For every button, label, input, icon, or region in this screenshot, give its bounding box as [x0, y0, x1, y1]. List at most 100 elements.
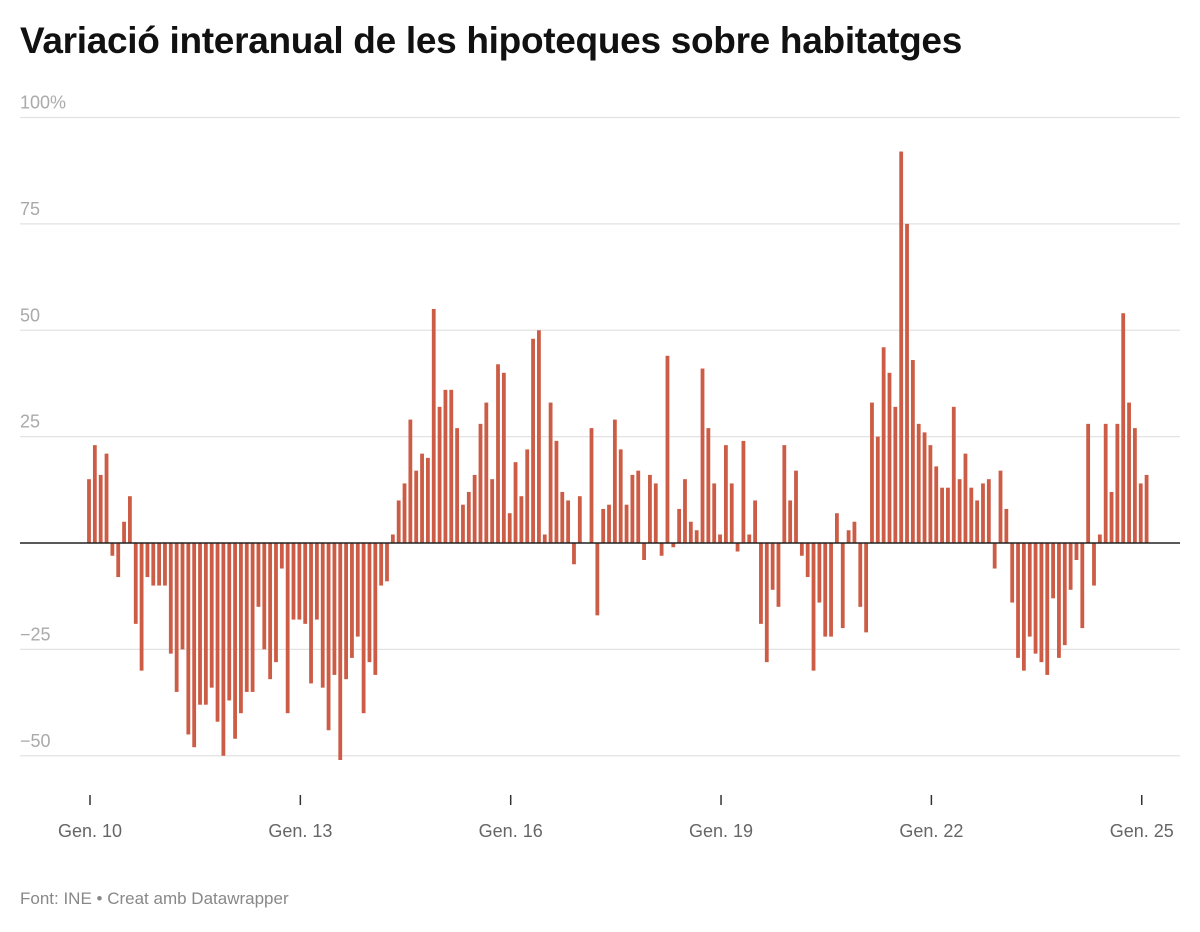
bar [992, 543, 997, 569]
bar [741, 440, 746, 543]
bar [402, 483, 407, 543]
bar [852, 521, 857, 543]
bar [916, 423, 921, 543]
bar [239, 543, 243, 714]
bar [1092, 543, 1096, 586]
bar [706, 428, 711, 543]
bar [805, 543, 810, 578]
bar [688, 521, 693, 543]
bar [1080, 543, 1085, 629]
bar [887, 372, 892, 543]
bar [630, 474, 635, 543]
bar [1074, 543, 1079, 561]
bar [905, 223, 909, 543]
bar [829, 543, 833, 637]
bar [577, 496, 582, 543]
y-tick-label: −25 [20, 624, 51, 644]
x-tick-label: Gen. 16 [479, 821, 543, 841]
bar [566, 500, 571, 543]
bar [361, 543, 366, 714]
bar [385, 543, 389, 582]
bar [934, 466, 939, 543]
bar [379, 543, 384, 586]
bar [519, 496, 524, 543]
bar [332, 543, 337, 675]
bar [203, 543, 208, 705]
bar [735, 543, 740, 552]
bar [840, 543, 845, 629]
bar [168, 543, 173, 654]
bar [671, 543, 676, 548]
y-tick-label: 50 [20, 305, 40, 325]
bar [151, 543, 156, 586]
bar [186, 543, 191, 735]
bar [145, 543, 150, 578]
y-tick-label: 75 [20, 199, 40, 219]
bar [601, 508, 606, 543]
bar [946, 487, 950, 543]
bar [1121, 313, 1126, 543]
bar [291, 543, 296, 620]
bars [87, 151, 1149, 761]
bar [466, 491, 471, 543]
bar [870, 402, 874, 543]
bar [1068, 543, 1073, 590]
bar [326, 543, 331, 731]
x-tick-label: Gen. 19 [689, 821, 753, 841]
bar [209, 543, 214, 688]
x-tick-label: Gen. 13 [268, 821, 332, 841]
bar [986, 479, 991, 543]
bar [875, 436, 880, 543]
bar [461, 504, 465, 543]
bar [846, 530, 851, 543]
bar [390, 534, 395, 543]
bar [414, 470, 419, 543]
bar [718, 534, 722, 543]
bar [507, 513, 512, 543]
bar [1115, 423, 1120, 543]
bar [139, 543, 144, 671]
bar [87, 479, 91, 543]
bar [542, 534, 547, 543]
bar [490, 479, 495, 543]
bar [320, 543, 325, 688]
bar [607, 504, 611, 543]
x-axis: Gen. 10 Gen. 13 Gen. 16 Gen. 19 Gen. 22 Gen. … [58, 795, 1174, 841]
bar [782, 445, 787, 543]
bar [864, 543, 869, 633]
y-tick-label: 100% [20, 93, 66, 113]
bar [642, 543, 646, 561]
bar [484, 402, 489, 543]
bar [794, 470, 798, 543]
bar [472, 474, 477, 543]
bar [963, 453, 968, 543]
bar [396, 500, 401, 543]
bar [262, 543, 267, 650]
bar [116, 543, 121, 578]
bar [215, 543, 220, 722]
bar [408, 419, 413, 543]
bar [279, 543, 284, 569]
bar [548, 402, 553, 543]
bar [981, 483, 985, 543]
bar [163, 543, 167, 586]
bar [1033, 543, 1038, 654]
bar [1062, 543, 1067, 646]
bar [1132, 428, 1137, 543]
bar [940, 487, 944, 543]
bar [367, 543, 372, 663]
bar [776, 543, 781, 607]
bar [1103, 423, 1108, 543]
bar [747, 534, 752, 543]
bar [437, 406, 442, 543]
bar [1010, 543, 1015, 603]
bar [759, 543, 763, 624]
bar [1057, 543, 1061, 658]
bar [303, 543, 308, 624]
bar [712, 483, 717, 543]
bar [297, 543, 302, 620]
bar [612, 419, 617, 543]
y-tick-label: −50 [20, 731, 51, 751]
bar [618, 449, 623, 543]
